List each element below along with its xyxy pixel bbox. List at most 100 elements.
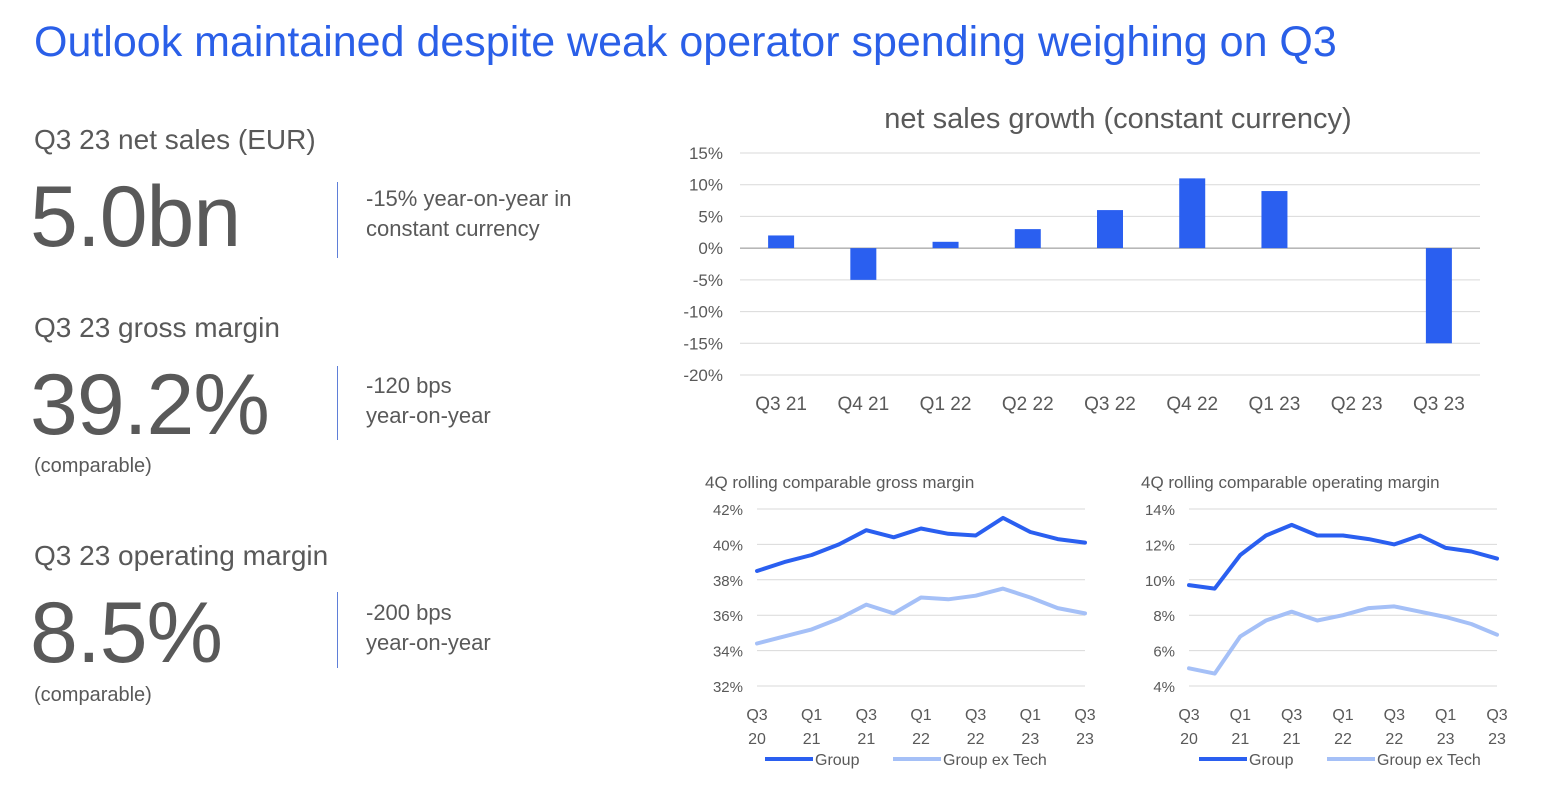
x-tick-label: Q1 xyxy=(1435,707,1456,724)
y-tick-label: 10% xyxy=(1145,573,1175,590)
kpi-operating-margin-label: Q3 23 operating margin xyxy=(34,540,329,571)
x-tick-label: Q1 22 xyxy=(920,394,972,415)
kpi-net-sales-divider xyxy=(337,182,338,258)
x-tick-label: Q1 xyxy=(1020,707,1041,724)
x-tick-label: Q3 xyxy=(856,707,877,724)
legend-label-group: Group xyxy=(1249,752,1294,769)
x-tick-label: Q3 xyxy=(1384,707,1405,724)
y-tick-label: 15% xyxy=(689,144,723,163)
bar-chart-title: net sales growth (constant currency) xyxy=(884,103,1351,135)
bar xyxy=(1261,191,1288,249)
y-tick-label: 32% xyxy=(713,679,743,696)
chart-title: 4Q rolling comparable operating margin xyxy=(1141,473,1440,492)
x-tick-label: Q3 xyxy=(1074,707,1095,724)
series-line-group xyxy=(1187,522,1499,591)
kpi-gross-margin-value: 39.2% xyxy=(30,357,270,453)
kpi-operating-margin-comment-line2: year-on-year xyxy=(366,630,491,655)
x-tick-label: Q1 xyxy=(1230,707,1251,724)
x-tick-label: Q3 xyxy=(965,707,986,724)
x-tick-label: Q2 23 xyxy=(1331,394,1383,415)
y-tick-label: -10% xyxy=(683,303,723,322)
kpi-gross-margin-comment: -120 bps year-on-year xyxy=(366,371,491,431)
x-tick-label: Q4 22 xyxy=(1166,394,1218,415)
chart-title: 4Q rolling comparable gross margin xyxy=(705,473,974,492)
y-tick-label: 14% xyxy=(1145,502,1175,519)
kpi-operating-margin-divider xyxy=(337,592,338,668)
bar xyxy=(850,248,877,280)
series-line-group-ex-tech xyxy=(1187,604,1499,676)
x-tick-label: 22 xyxy=(912,731,930,748)
bar xyxy=(932,241,959,249)
kpi-net-sales-value: 5.0bn xyxy=(30,169,241,265)
kpi-operating-margin-comment: -200 bps year-on-year xyxy=(366,598,491,658)
kpi-gross-margin-note: (comparable) xyxy=(34,455,152,477)
x-tick-label: 20 xyxy=(1180,731,1198,748)
x-tick-label: Q3 21 xyxy=(755,394,807,415)
kpi-net-sales-comment-line2: constant currency xyxy=(366,216,540,241)
y-tick-label: 12% xyxy=(1145,537,1175,554)
kpi-gross-margin-divider xyxy=(337,366,338,440)
y-tick-label: 36% xyxy=(713,608,743,625)
bar xyxy=(1425,248,1452,344)
x-tick-label: 21 xyxy=(1231,731,1249,748)
kpi-net-sales-label: Q3 23 net sales (EUR) xyxy=(34,124,316,155)
y-tick-label: -15% xyxy=(683,334,723,353)
kpi-net-sales-comment: -15% year-on-year in constant currency xyxy=(366,184,571,244)
kpi-gross-margin-comment-line2: year-on-year xyxy=(366,403,491,428)
x-tick-label: 22 xyxy=(967,731,985,748)
bar xyxy=(1179,178,1206,249)
bar xyxy=(1097,210,1123,249)
y-tick-label: 6% xyxy=(1153,644,1175,661)
kpi-gross-margin-label: Q3 23 gross margin xyxy=(34,312,280,343)
x-tick-label: 23 xyxy=(1076,731,1094,748)
y-tick-label: 5% xyxy=(698,207,723,226)
x-tick-label: Q3 xyxy=(746,707,767,724)
x-tick-label: 21 xyxy=(857,731,875,748)
legend-label-group-ex-tech: Group ex Tech xyxy=(943,752,1047,769)
series-line-group-ex-tech xyxy=(755,586,1087,646)
x-tick-label: 21 xyxy=(1283,731,1301,748)
kpi-operating-margin-comment-line1: -200 bps xyxy=(366,600,452,625)
kpi-gross-margin-comment-line1: -120 bps xyxy=(366,373,452,398)
x-tick-label: 22 xyxy=(1385,731,1403,748)
y-tick-label: 0% xyxy=(698,239,723,258)
y-tick-label: -5% xyxy=(693,271,723,290)
x-tick-label: 21 xyxy=(803,731,821,748)
kpi-operating-margin-note: (comparable) xyxy=(34,684,152,706)
kpi-net-sales-comment-line1: -15% year-on-year in xyxy=(366,186,572,211)
series-line-group xyxy=(755,515,1087,573)
x-tick-label: Q1 xyxy=(801,707,822,724)
x-tick-label: Q1 xyxy=(910,707,931,724)
page-title: Outlook maintained despite weak operator… xyxy=(34,18,1337,66)
x-tick-label: 23 xyxy=(1437,731,1455,748)
x-tick-label: 23 xyxy=(1021,731,1039,748)
bar xyxy=(1014,229,1041,249)
y-tick-label: 40% xyxy=(713,537,743,554)
x-tick-label: Q3 22 xyxy=(1084,394,1136,415)
x-tick-label: Q3 xyxy=(1281,707,1302,724)
x-tick-label: Q3 xyxy=(1178,707,1199,724)
x-tick-label: Q3 xyxy=(1486,707,1507,724)
x-tick-label: 20 xyxy=(748,731,766,748)
x-tick-label: Q1 23 xyxy=(1249,394,1301,415)
x-tick-label: 22 xyxy=(1334,731,1352,748)
kpi-operating-margin-value: 8.5% xyxy=(30,585,223,681)
y-tick-label: 10% xyxy=(689,176,723,195)
y-tick-label: -20% xyxy=(683,366,723,385)
y-tick-label: 34% xyxy=(713,644,743,661)
x-tick-label: Q3 23 xyxy=(1413,394,1465,415)
x-tick-label: Q1 xyxy=(1332,707,1353,724)
x-tick-label: Q4 21 xyxy=(837,394,889,415)
x-tick-label: Q2 22 xyxy=(1002,394,1054,415)
y-tick-label: 38% xyxy=(713,573,743,590)
y-tick-label: 4% xyxy=(1153,679,1175,696)
x-tick-label: 23 xyxy=(1488,731,1506,748)
legend-label-group-ex-tech: Group ex Tech xyxy=(1377,752,1481,769)
bar xyxy=(768,235,795,249)
y-tick-label: 8% xyxy=(1153,608,1175,625)
y-tick-label: 42% xyxy=(713,502,743,519)
legend-label-group: Group xyxy=(815,752,860,769)
